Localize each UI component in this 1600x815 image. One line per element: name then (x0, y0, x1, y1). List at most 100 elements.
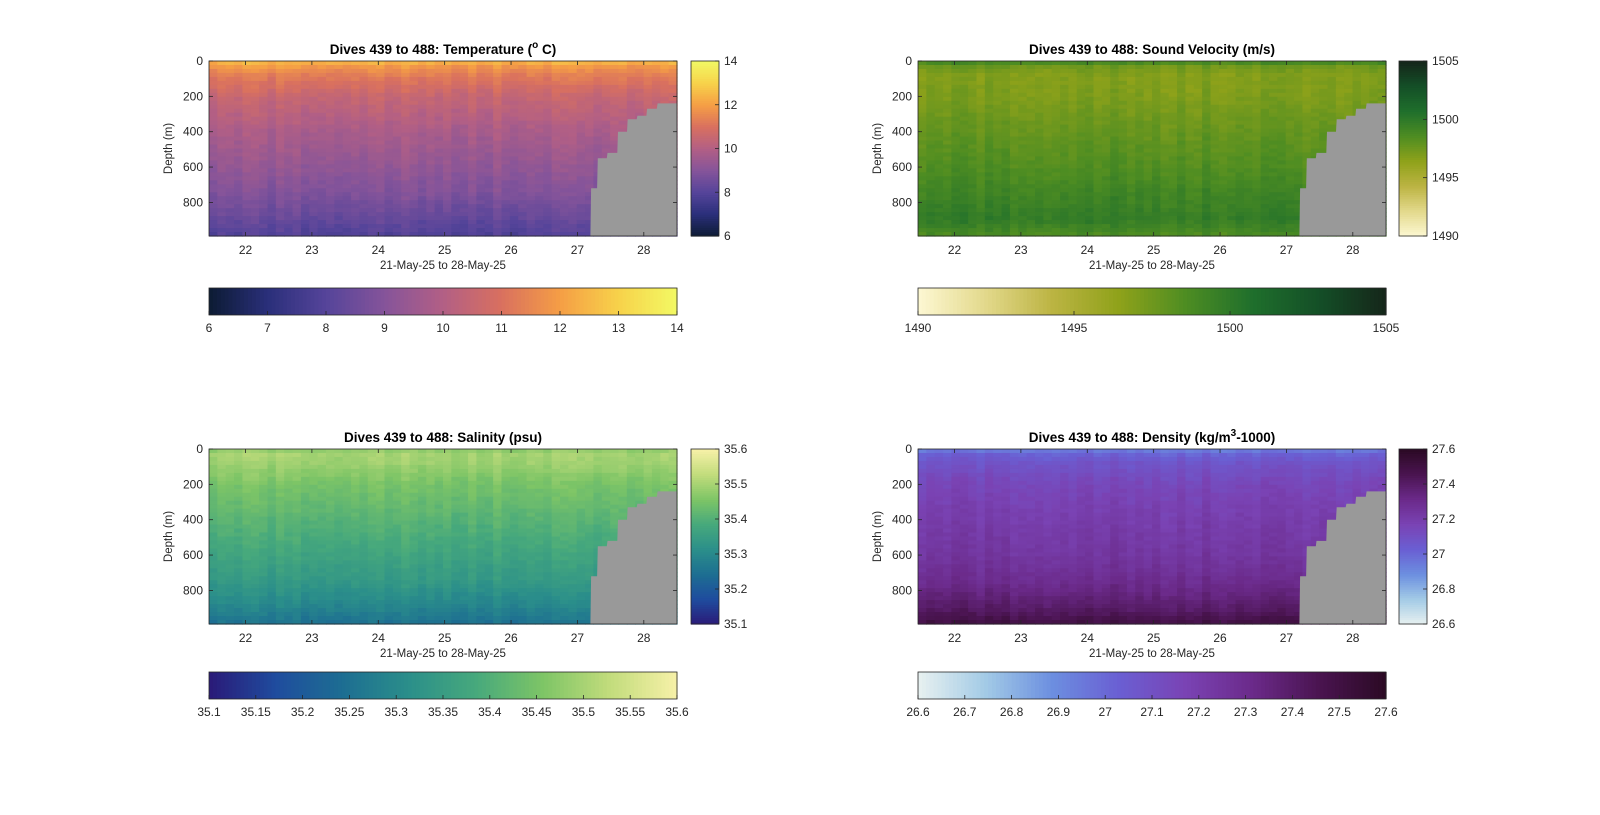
colorbar-tick-label: 1490 (1432, 229, 1459, 243)
y-tick-label: 200 (183, 477, 203, 491)
colorbar-tick-label: 35.25 (334, 705, 364, 719)
x-axis-label: 21-May-25 to 28-May-25 (380, 648, 506, 660)
colorbar-tick-label: 1490 (905, 321, 932, 335)
colorbar-tick-label: 27 (1432, 547, 1446, 561)
axes-box (208, 60, 678, 237)
x-tick-label: 24 (372, 243, 386, 257)
colorbar-tick-label: 26.9 (1047, 705, 1071, 719)
colorbar-tick-label: 27.6 (1432, 442, 1456, 456)
temperature-colorbar-right: 6 8 10 12 14 (690, 54, 738, 243)
y-tick-label: 400 (892, 125, 912, 139)
colorbar-tick-label: 35.4 (478, 705, 502, 719)
density-heatmap (918, 449, 1387, 625)
colorbar-tick-label: 1495 (1061, 321, 1088, 335)
salinity-colorbar-bottom: 35.1 35.15 35.2 35.25 35.3 35.35 35.4 35.45 35.5… (197, 671, 689, 719)
colorbar-tick-label: 26.7 (953, 705, 977, 719)
x-tick-label: 22 (948, 243, 962, 257)
x-tick-label: 28 (1346, 631, 1360, 645)
colorbar-tick-label: 35.15 (241, 705, 271, 719)
colorbar-tick-label: 1505 (1373, 321, 1400, 335)
colorbar-tick-label: 27.3 (1234, 705, 1258, 719)
x-axis-label: 21-May-25 to 28-May-25 (380, 260, 506, 272)
colorbar-tick-label: 10 (436, 321, 450, 335)
y-tick-label: 0 (905, 442, 912, 456)
y-tick-label: 400 (183, 513, 203, 527)
colorbar-tick-label: 8 (323, 321, 330, 335)
colorbar-tick-label: 27.2 (1432, 512, 1456, 526)
x-tick-label: 22 (239, 631, 253, 645)
y-tick-label: 800 (183, 583, 203, 597)
colorbar-tick-label: 14 (724, 54, 738, 68)
colorbar-tick-label: 35.6 (665, 705, 689, 719)
y-tick-label: 600 (183, 160, 203, 174)
colorbar-tick-label: 11 (495, 321, 508, 335)
y-axis-label: Depth (m) (872, 123, 884, 174)
x-tick-label: 28 (637, 243, 651, 257)
colorbar-tick-label: 12 (724, 98, 738, 112)
colorbar-tick-label: 27.5 (1328, 705, 1352, 719)
x-tick-label: 26 (504, 243, 518, 257)
axes-box (917, 448, 1387, 625)
y-tick-label: 0 (196, 54, 203, 68)
panel-sound_velocity: 22 23 24 25 26 27 28 0 200 400 600 800 21-May-25 to … (872, 42, 1459, 335)
colorbar-tick-label: 8 (724, 185, 731, 199)
y-tick-label: 800 (892, 583, 912, 597)
colorbar-tick-label: 26.8 (1000, 705, 1024, 719)
colorbar-tick-label: 35.2 (291, 705, 315, 719)
seafloor-terrain (587, 491, 677, 624)
colorbar-tick-label: 27.4 (1432, 477, 1456, 491)
colorbar-tick-label: 26.6 (1432, 617, 1456, 631)
sound_velocity-heatmap (918, 61, 1387, 237)
colorbar-tick-label: 6 (724, 229, 731, 243)
colorbar-tick-label: 26.6 (906, 705, 930, 719)
colorbar-tick-label: 7 (264, 321, 271, 335)
colorbar-tick-label: 1500 (1217, 321, 1244, 335)
panel-temperature: 22 23 24 25 26 27 28 0 200 400 600 800 21-May-25 to … (163, 40, 738, 335)
colorbar-tick-label: 35.5 (572, 705, 596, 719)
colorbar-tick-label: 1505 (1432, 54, 1459, 68)
x-axis-label: 21-May-25 to 28-May-25 (1089, 648, 1215, 660)
axes-box (917, 60, 1387, 237)
y-tick-label: 0 (196, 442, 203, 456)
temperature-colorbar-bottom: 6 7 8 9 10 11 12 13 14 (206, 287, 684, 335)
colorbar-tick-label: 35.3 (724, 547, 748, 561)
panel-density: 22 23 24 25 26 27 28 0 200 400 600 800 21-May-25 to … (872, 428, 1456, 719)
x-tick-label: 25 (1147, 631, 1161, 645)
y-tick-label: 200 (892, 89, 912, 103)
salinity-heatmap (209, 449, 678, 625)
y-tick-label: 600 (183, 548, 203, 562)
x-tick-label: 26 (1213, 631, 1227, 645)
x-tick-label: 26 (504, 631, 518, 645)
x-tick-label: 26 (1213, 243, 1227, 257)
x-tick-label: 28 (637, 631, 651, 645)
colorbar-tick-label: 27 (1099, 705, 1113, 719)
colorbar-tick-label: 6 (206, 321, 213, 335)
x-tick-label: 27 (1280, 243, 1294, 257)
colorbar-tick-label: 13 (612, 321, 626, 335)
x-tick-label: 22 (948, 631, 962, 645)
colorbar-tick-label: 1500 (1432, 112, 1459, 126)
x-tick-label: 22 (239, 243, 253, 257)
sound_velocity-colorbar-right: 1490 1495 1500 1505 (1398, 54, 1459, 243)
colorbar-tick-label: 12 (553, 321, 567, 335)
colorbar-tick-label: 27.1 (1140, 705, 1164, 719)
y-tick-label: 400 (892, 513, 912, 527)
y-tick-label: 200 (183, 89, 203, 103)
y-tick-label: 800 (892, 195, 912, 209)
density-colorbar-bottom: 26.6 26.7 26.8 26.9 27 27.1 27.2 27.3 27.4 27.5 27… (906, 671, 1398, 719)
x-tick-label: 24 (1081, 631, 1095, 645)
chart-title: Dives 439 to 488: Sound Velocity (m/s) (1029, 42, 1275, 57)
seafloor-terrain (587, 103, 677, 237)
x-tick-label: 23 (305, 631, 319, 645)
colorbar-tick-label: 35.6 (724, 442, 748, 456)
x-tick-label: 24 (1081, 243, 1095, 257)
y-axis-label: Depth (m) (163, 123, 175, 174)
colorbar-tick-label: 35.45 (522, 705, 552, 719)
temperature-heatmap (209, 61, 678, 237)
x-tick-label: 23 (305, 243, 319, 257)
colorbar-tick-label: 26.8 (1432, 582, 1456, 596)
panel-salinity: 22 23 24 25 26 27 28 0 200 400 600 800 21-May-25 to … (163, 430, 748, 719)
seafloor-terrain (1296, 103, 1386, 237)
colorbar-tick-label: 35.55 (615, 705, 645, 719)
